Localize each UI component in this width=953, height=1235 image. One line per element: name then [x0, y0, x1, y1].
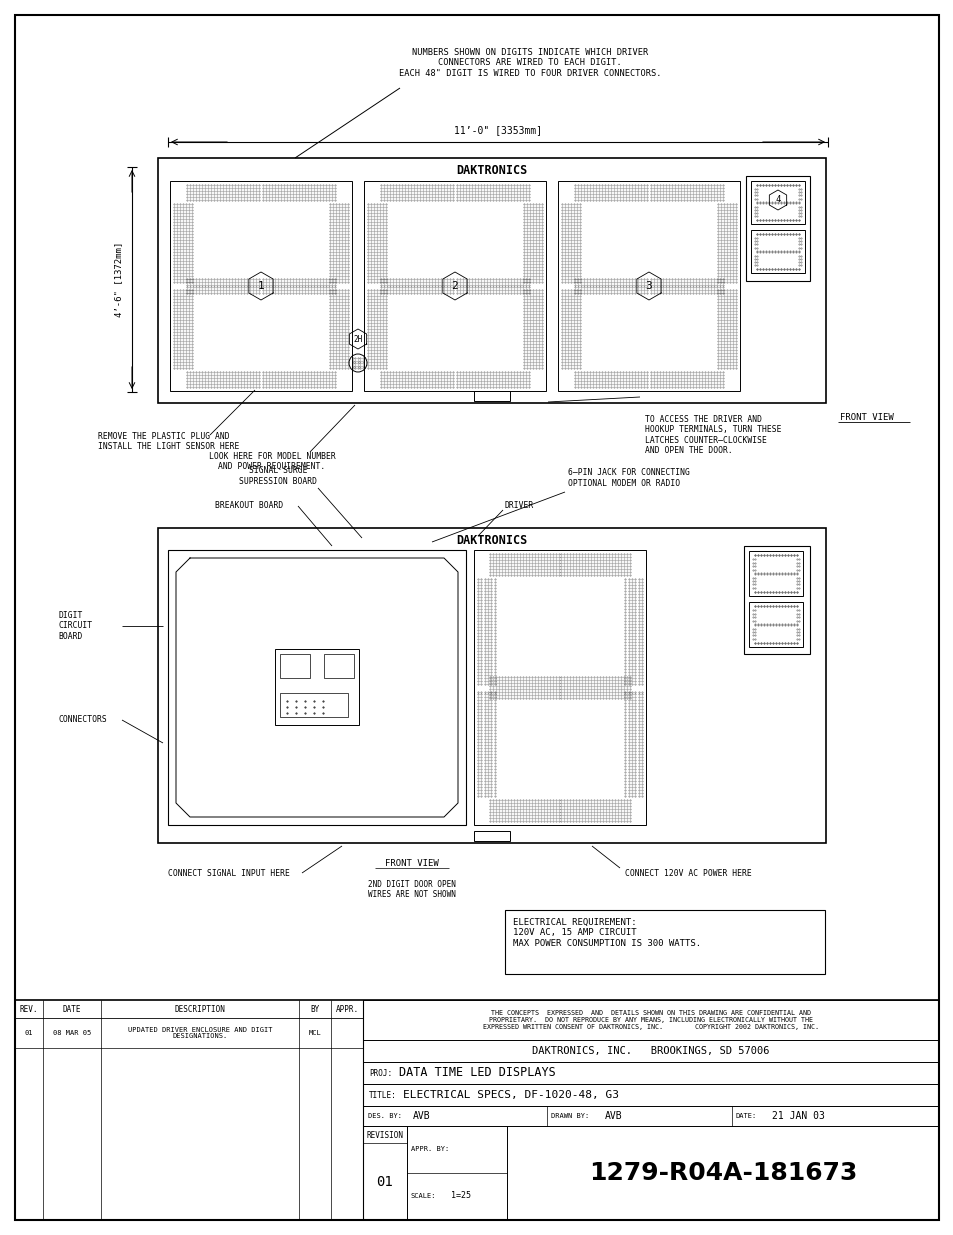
Text: APPR.: APPR. [335, 1004, 358, 1014]
Text: 2: 2 [451, 282, 457, 291]
Bar [363, 1084, 938, 1107]
Text: TO ACCESS THE DRIVER AND
HOOKUP TERMINALS, TURN THESE
LATCHES COUNTER–CLOCKWISE
: TO ACCESS THE DRIVER AND HOOKUP TERMINAL… [644, 415, 781, 456]
Text: 01: 01 [25, 1030, 33, 1036]
Text: CONNECT SIGNAL INPUT HERE: CONNECT SIGNAL INPUT HERE [168, 868, 290, 878]
Text: TITLE:: TITLE: [369, 1091, 396, 1099]
Text: REMOVE THE PLASTIC PLUG AND
INSTALL THE LIGHT SENSOR HERE: REMOVE THE PLASTIC PLUG AND INSTALL THE … [98, 432, 239, 452]
Bar [750, 182, 804, 224]
Text: REVISION: REVISION [366, 1130, 403, 1140]
Text: ELECTRICAL SPECS, DF-1020-48, G3: ELECTRICAL SPECS, DF-1020-48, G3 [402, 1091, 618, 1100]
Text: PROJ:: PROJ: [369, 1068, 392, 1077]
Text: 1279-R04A-181673: 1279-R04A-181673 [588, 1161, 857, 1186]
Text: 01: 01 [376, 1174, 393, 1188]
Text: 11’-0" [3353mm]: 11’-0" [3353mm] [454, 125, 541, 135]
Bar [748, 601, 802, 647]
Text: 4’-6" [1372mm]: 4’-6" [1372mm] [114, 242, 123, 317]
Bar [474, 391, 510, 401]
Text: FRONT VIEW: FRONT VIEW [385, 858, 438, 867]
Text: REV.: REV. [20, 1004, 38, 1014]
Text: DESCRIPTION: DESCRIPTION [174, 1004, 225, 1014]
Text: DATE: DATE [63, 1004, 81, 1014]
Text: DAKTRONICS: DAKTRONICS [456, 534, 527, 547]
Text: 2H: 2H [353, 335, 362, 343]
Bar [363, 1126, 407, 1220]
Bar [363, 1040, 938, 1062]
Text: BY: BY [310, 1004, 319, 1014]
Bar [743, 546, 809, 655]
Bar [324, 655, 354, 678]
Text: NUMBERS SHOWN ON DIGITS INDICATE WHICH DRIVER
CONNECTORS ARE WIRED TO EACH DIGIT: NUMBERS SHOWN ON DIGITS INDICATE WHICH D… [398, 48, 660, 78]
Bar [363, 1062, 938, 1084]
Text: DAKTRONICS, INC.   BROOKINGS, SD 57006: DAKTRONICS, INC. BROOKINGS, SD 57006 [532, 1046, 769, 1056]
Text: DAKTRONICS: DAKTRONICS [456, 163, 527, 177]
Bar [407, 1126, 506, 1220]
Bar [474, 831, 510, 841]
Text: 21 JAN 03: 21 JAN 03 [771, 1112, 823, 1121]
Bar [504, 910, 824, 974]
Text: 1=25: 1=25 [451, 1192, 471, 1200]
Text: MCL: MCL [309, 1030, 321, 1036]
Bar [745, 177, 809, 282]
Text: 2ND DIGIT DOOR OPEN
WIRES ARE NOT SHOWN: 2ND DIGIT DOOR OPEN WIRES ARE NOT SHOWN [368, 881, 456, 899]
Text: ELECTRICAL REQUIREMENT:
120V AC, 15 AMP CIRCUIT
MAX POWER CONSUMPTION IS 300 WAT: ELECTRICAL REQUIREMENT: 120V AC, 15 AMP … [513, 918, 700, 947]
Text: CONNECTORS: CONNECTORS [58, 715, 107, 725]
Text: AVB: AVB [413, 1112, 430, 1121]
Text: LOOK HERE FOR MODEL NUMBER
AND POWER REQUIREMENT.: LOOK HERE FOR MODEL NUMBER AND POWER REQ… [209, 452, 335, 472]
Text: APPR. BY:: APPR. BY: [411, 1146, 449, 1152]
Bar [748, 551, 802, 597]
Text: BREAKOUT BOARD: BREAKOUT BOARD [214, 501, 283, 510]
Text: DRAWN BY:: DRAWN BY: [551, 1113, 589, 1119]
Text: SCALE:: SCALE: [411, 1193, 436, 1199]
Bar [280, 693, 348, 718]
Bar [363, 1000, 938, 1040]
Text: 1: 1 [257, 282, 264, 291]
Bar [158, 158, 825, 403]
Bar [168, 550, 465, 825]
Text: DRIVER: DRIVER [504, 501, 534, 510]
Text: 6–PIN JACK FOR CONNECTING
OPTIONAL MODEM OR RADIO: 6–PIN JACK FOR CONNECTING OPTIONAL MODEM… [567, 468, 689, 488]
Bar [363, 1107, 938, 1126]
Text: FRONT VIEW: FRONT VIEW [840, 412, 893, 421]
Text: CONNECT 120V AC POWER HERE: CONNECT 120V AC POWER HERE [624, 868, 751, 878]
Bar [750, 230, 804, 273]
Text: AVB: AVB [605, 1112, 622, 1121]
Text: 08 MAR 05: 08 MAR 05 [52, 1030, 91, 1036]
Text: SIGNAL SURGE
SUPRESSION BOARD: SIGNAL SURGE SUPRESSION BOARD [239, 467, 316, 485]
Bar [15, 1000, 938, 1220]
Text: DIGIT
CIRCUIT
BOARD: DIGIT CIRCUIT BOARD [58, 611, 92, 641]
Bar [274, 650, 358, 725]
Text: 3: 3 [645, 282, 652, 291]
Bar [474, 550, 645, 825]
Bar [364, 182, 545, 391]
Text: UPDATED DRIVER ENCLOSURE AND DIGIT
DESIGNATIONS.: UPDATED DRIVER ENCLOSURE AND DIGIT DESIG… [128, 1026, 272, 1040]
Text: 4: 4 [775, 195, 780, 205]
Bar [280, 655, 310, 678]
Text: DATA TIME LED DISPLAYS: DATA TIME LED DISPLAYS [398, 1067, 556, 1079]
Bar [506, 1126, 938, 1220]
Text: DATE:: DATE: [735, 1113, 756, 1119]
Bar [170, 182, 352, 391]
Text: DES. BY:: DES. BY: [368, 1113, 401, 1119]
Bar [158, 529, 825, 844]
Text: THE CONCEPTS  EXPRESSED  AND  DETAILS SHOWN ON THIS DRAWING ARE CONFIDENTIAL AND: THE CONCEPTS EXPRESSED AND DETAILS SHOWN… [482, 1010, 818, 1030]
Bar [558, 182, 740, 391]
